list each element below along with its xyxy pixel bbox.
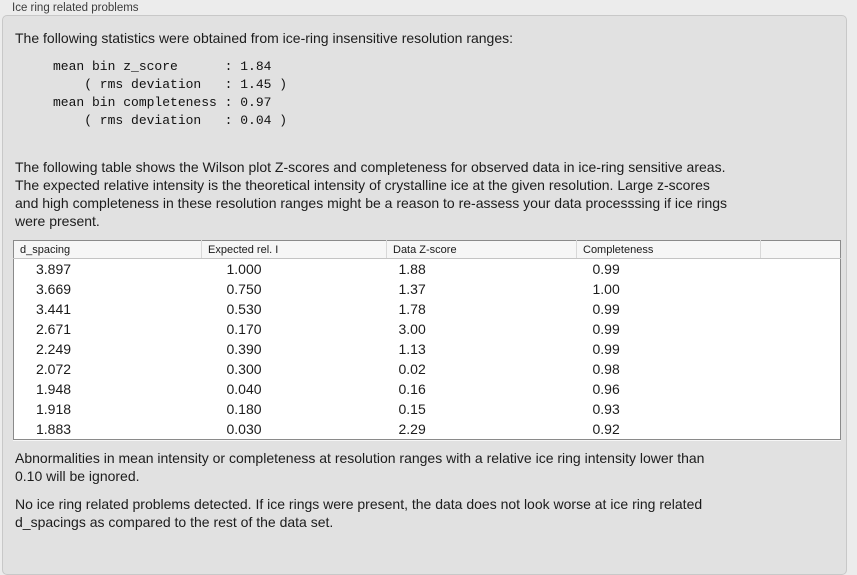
table-cell xyxy=(761,419,841,440)
table-cell: 0.040 xyxy=(226,381,262,397)
table-row[interactable]: 2.072 0.300 0.02 0.98 xyxy=(14,359,841,379)
table-cell: 0.530 xyxy=(226,301,262,317)
table-row[interactable]: 2.249 0.390 1.13 0.99 xyxy=(14,339,841,359)
table-cell: 1.948 xyxy=(36,381,72,397)
table-cell: 3.441 xyxy=(36,301,72,317)
table-cell: 1.13 xyxy=(398,341,426,357)
ice-ring-table-header: d_spacing Expected rel. I Data Z-score C… xyxy=(13,240,841,259)
table-row[interactable]: 1.883 0.030 2.29 0.92 xyxy=(14,419,841,440)
table-cell xyxy=(761,359,841,379)
table-cell: 0.300 xyxy=(226,361,262,377)
table-cell: 0.99 xyxy=(592,301,620,317)
table-cell xyxy=(761,339,841,359)
table-row[interactable]: 1.948 0.040 0.16 0.96 xyxy=(14,379,841,399)
table-cell: 0.96 xyxy=(592,381,620,397)
column-header-data-z-score[interactable]: Data Z-score xyxy=(386,240,577,259)
ice-ring-group-box: The following statistics were obtained f… xyxy=(2,15,847,575)
table-cell xyxy=(761,259,841,280)
table-row[interactable]: 3.441 0.530 1.78 0.99 xyxy=(14,299,841,319)
table-cell: 0.180 xyxy=(226,401,262,417)
ice-ring-table-body: 3.897 1.000 1.88 0.99 3.669 0.750 1.37 1.00 3.44… xyxy=(14,259,841,440)
column-header-expected-rel-i[interactable]: Expected rel. I xyxy=(201,240,387,259)
table-cell: 1.000 xyxy=(226,261,262,277)
table-row[interactable]: 3.669 0.750 1.37 1.00 xyxy=(14,279,841,299)
group-box-content: The following statistics were obtained f… xyxy=(3,29,846,531)
table-cell: 0.750 xyxy=(226,281,262,297)
table-cell xyxy=(761,299,841,319)
table-cell xyxy=(761,399,841,419)
ice-ring-table: d_spacing Expected rel. I Data Z-score C… xyxy=(13,240,841,440)
table-cell: 3.00 xyxy=(398,321,426,337)
table-cell: 0.99 xyxy=(592,261,620,277)
conclusion-text: No ice ring related problems detected. I… xyxy=(15,496,703,530)
table-cell: 0.16 xyxy=(398,381,426,397)
table-cell: 2.249 xyxy=(36,341,72,357)
table-cell: 0.170 xyxy=(226,321,262,337)
column-header-empty xyxy=(760,240,841,259)
table-cell: 1.918 xyxy=(36,401,72,417)
table-cell: 1.00 xyxy=(592,281,620,297)
table-row[interactable]: 3.897 1.000 1.88 0.99 xyxy=(14,259,841,280)
stats-intro-text: The following statistics were obtained f… xyxy=(15,30,514,46)
table-cell: 0.92 xyxy=(592,421,620,437)
table-cell: 2.671 xyxy=(36,321,72,337)
table-cell: 0.15 xyxy=(398,401,426,417)
table-cell: 0.390 xyxy=(226,341,262,357)
panel-title: Ice ring related problems xyxy=(12,2,139,14)
table-cell: 1.88 xyxy=(398,261,426,277)
table-cell xyxy=(761,279,841,299)
table-row[interactable]: 1.918 0.180 0.15 0.93 xyxy=(14,399,841,419)
table-cell: 0.02 xyxy=(398,361,426,377)
ice-ring-statistics-block: mean bin z_score : 1.84 ( rms deviation … xyxy=(53,59,288,128)
table-cell: 1.37 xyxy=(398,281,426,297)
table-intro-text: The following table shows the Wilson plo… xyxy=(15,159,728,229)
table-cell: 0.99 xyxy=(592,321,620,337)
column-header-d-spacing[interactable]: d_spacing xyxy=(13,240,202,259)
table-cell: 2.072 xyxy=(36,361,72,377)
table-cell: 3.897 xyxy=(36,261,72,277)
table-cell: 0.93 xyxy=(592,401,620,417)
table-cell: 1.78 xyxy=(398,301,426,317)
ignore-threshold-text: Abnormalities in mean intensity or compl… xyxy=(15,450,705,484)
table-cell xyxy=(761,319,841,339)
table-cell xyxy=(761,379,841,399)
table-cell: 3.669 xyxy=(36,281,72,297)
table-cell: 0.98 xyxy=(592,361,620,377)
table-cell: 2.29 xyxy=(398,421,426,437)
table-cell: 0.030 xyxy=(226,421,262,437)
column-header-completeness[interactable]: Completeness xyxy=(576,240,761,259)
table-cell: 1.883 xyxy=(36,421,72,437)
table-cell: 0.99 xyxy=(592,341,620,357)
table-row[interactable]: 2.671 0.170 3.00 0.99 xyxy=(14,319,841,339)
